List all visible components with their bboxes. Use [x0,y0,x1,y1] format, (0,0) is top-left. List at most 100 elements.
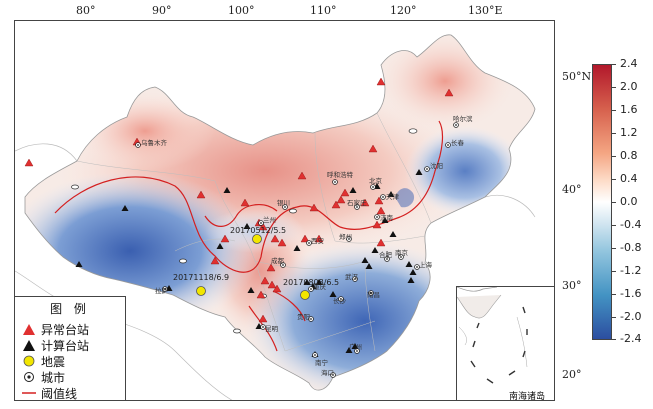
city-label: 天津 [386,193,400,201]
city-label: 海口 [321,368,334,377]
city-label: 广州 [349,342,362,351]
red-line-icon [21,385,37,401]
colorbar [592,64,612,340]
colorbar-label: 2.0 [620,80,638,93]
compute-station [371,247,379,253]
lon-tick-80: 80° [76,4,96,17]
earthquake-label: 20170808/6.5 [283,278,339,287]
lat-tick-50: 50°N [562,70,592,83]
city-label: 乌鲁木齐 [141,138,168,147]
city-dot-icon [21,369,37,385]
compute-station [293,245,301,251]
city-label: 武汉 [345,272,359,281]
city-label: 拉萨 [155,286,169,295]
compute-station [415,169,423,175]
colorbar-label: -1.2 [620,264,642,277]
anomaly-station [374,196,384,205]
compute-station [247,287,255,293]
anomaly-station [376,238,386,247]
compute-station [315,279,323,285]
legend-label: 计算台站 [41,338,90,353]
anomaly-station [300,234,310,243]
lon-tick-110: 110° [310,4,337,17]
city-label: 贵阳 [297,312,310,321]
legend-item-threshold: 阈值线 [21,385,77,401]
lat-tick-20: 20° [562,368,582,381]
compute-station [349,187,357,193]
threshold-markers [71,128,418,334]
compute-station [387,191,395,197]
inset-caption: 南海诸岛 [509,392,546,402]
legend-item-city: 城市 [21,369,65,385]
compute-station [329,291,337,297]
colorbar-label: -0.4 [620,218,642,231]
anomaly-station [376,77,386,86]
south-china-sea-inset: 南海诸岛 [456,286,555,402]
compute-station [223,187,231,193]
city-label: 南京 [395,248,409,257]
earthquake-label: 20170512/5.5 [230,226,286,235]
anomaly-station [314,234,324,243]
compute-station [303,279,311,285]
city-label: 济南 [380,213,394,222]
compute-station [75,261,83,267]
compute-station [121,205,129,211]
city-label: 南宁 [315,358,329,367]
city-label: 成都 [271,256,285,265]
city-label: 南昌 [367,290,380,299]
anomaly-station [336,195,346,204]
earthquake-marker [196,286,206,296]
anomaly-station [258,314,268,323]
legend-label: 阈值线 [41,386,78,401]
city-label: 长沙 [333,296,347,305]
colorbar-label: 1.6 [620,103,638,116]
anomaly-station [240,198,250,207]
anomaly-stations [24,77,454,323]
lon-tick-120: 120° [390,4,417,17]
legend-label: 城市 [41,370,66,385]
city-label: 郑州 [339,233,352,241]
anomaly-station [267,280,277,289]
yellow-circle-icon [21,353,37,369]
city-label: 昆明 [265,325,279,333]
anomaly-station [256,290,266,299]
legend-label: 异常台站 [41,322,90,337]
anomaly-station [340,188,350,197]
city-label: 石家庄 [347,198,367,207]
compute-station [405,261,413,267]
city-label: 合肥 [379,250,393,259]
city-label: 北京 [369,176,383,185]
city-label: 上海 [419,260,433,269]
legend-item-anomaly: 异常台站 [21,321,89,337]
compute-station [243,223,251,229]
compute-station [409,269,417,275]
colorbar-label: -2.4 [620,332,642,345]
lat-tick-30: 30° [562,279,582,292]
city-label: 哈尔滨 [453,114,473,123]
earthquake-label: 20171118/6.9 [173,273,229,282]
colorbar-label: 0.8 [620,149,638,162]
anomaly-station [368,144,378,153]
colorbar-label: 2.4 [620,57,638,70]
legend-title: 图 例 [50,302,90,316]
legend: 图 例 异常台站 计算台站 地震 城市 [14,296,126,401]
anomaly-station [372,220,382,229]
black-triangle-icon [21,337,37,353]
city-label: 呼和浩特 [327,170,354,179]
anomaly-station [210,256,220,265]
anomaly-station [196,190,206,199]
legend-item-quake: 地震 [21,353,65,369]
anomaly-station [297,171,307,180]
anomaly-station [258,222,268,231]
anomaly-station [260,276,270,285]
city-centers [137,124,457,376]
anomaly-station [376,206,386,215]
anomaly-station [220,234,230,243]
inset-map [456,286,528,384]
city-label: 西安 [311,236,325,245]
city-label: 长春 [451,138,465,147]
anomaly-station [444,88,454,97]
compute-station [389,231,397,237]
lat-tick-40: 40° [562,183,582,196]
